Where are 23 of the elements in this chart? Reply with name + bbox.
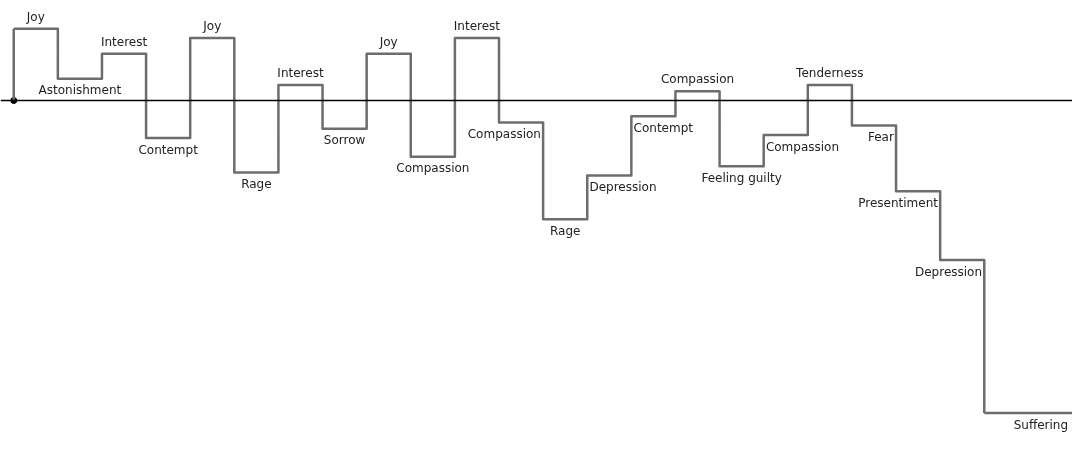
annotation: Rage [241,177,272,192]
annotation: Compassion [765,139,840,154]
annotation: Fear [867,130,894,145]
annotation: Contempt [138,142,199,157]
annotation: Rage [549,223,581,238]
annotation: Feeling guilty [701,170,782,185]
text: Joy [25,9,45,24]
annotation: Astonishment [38,83,122,98]
annotation: Interest [100,34,148,49]
annotation: Compassion [467,127,541,142]
annotation: Compassion [396,161,470,176]
text: Suffering [1013,417,1069,432]
annotation: Depression [914,264,983,279]
annotation: Tenderness [795,66,864,81]
annotation: Joy [378,34,398,49]
annotation: Compassion [660,72,735,87]
annotation: Interest [277,66,324,81]
annotation: Depression [589,180,657,195]
annotation: Contempt [633,120,694,135]
annotation: Sorrow [323,133,366,148]
annotation: Joy [202,19,222,34]
annotation: Interest [453,19,501,34]
annotation: Presentiment [858,195,939,210]
